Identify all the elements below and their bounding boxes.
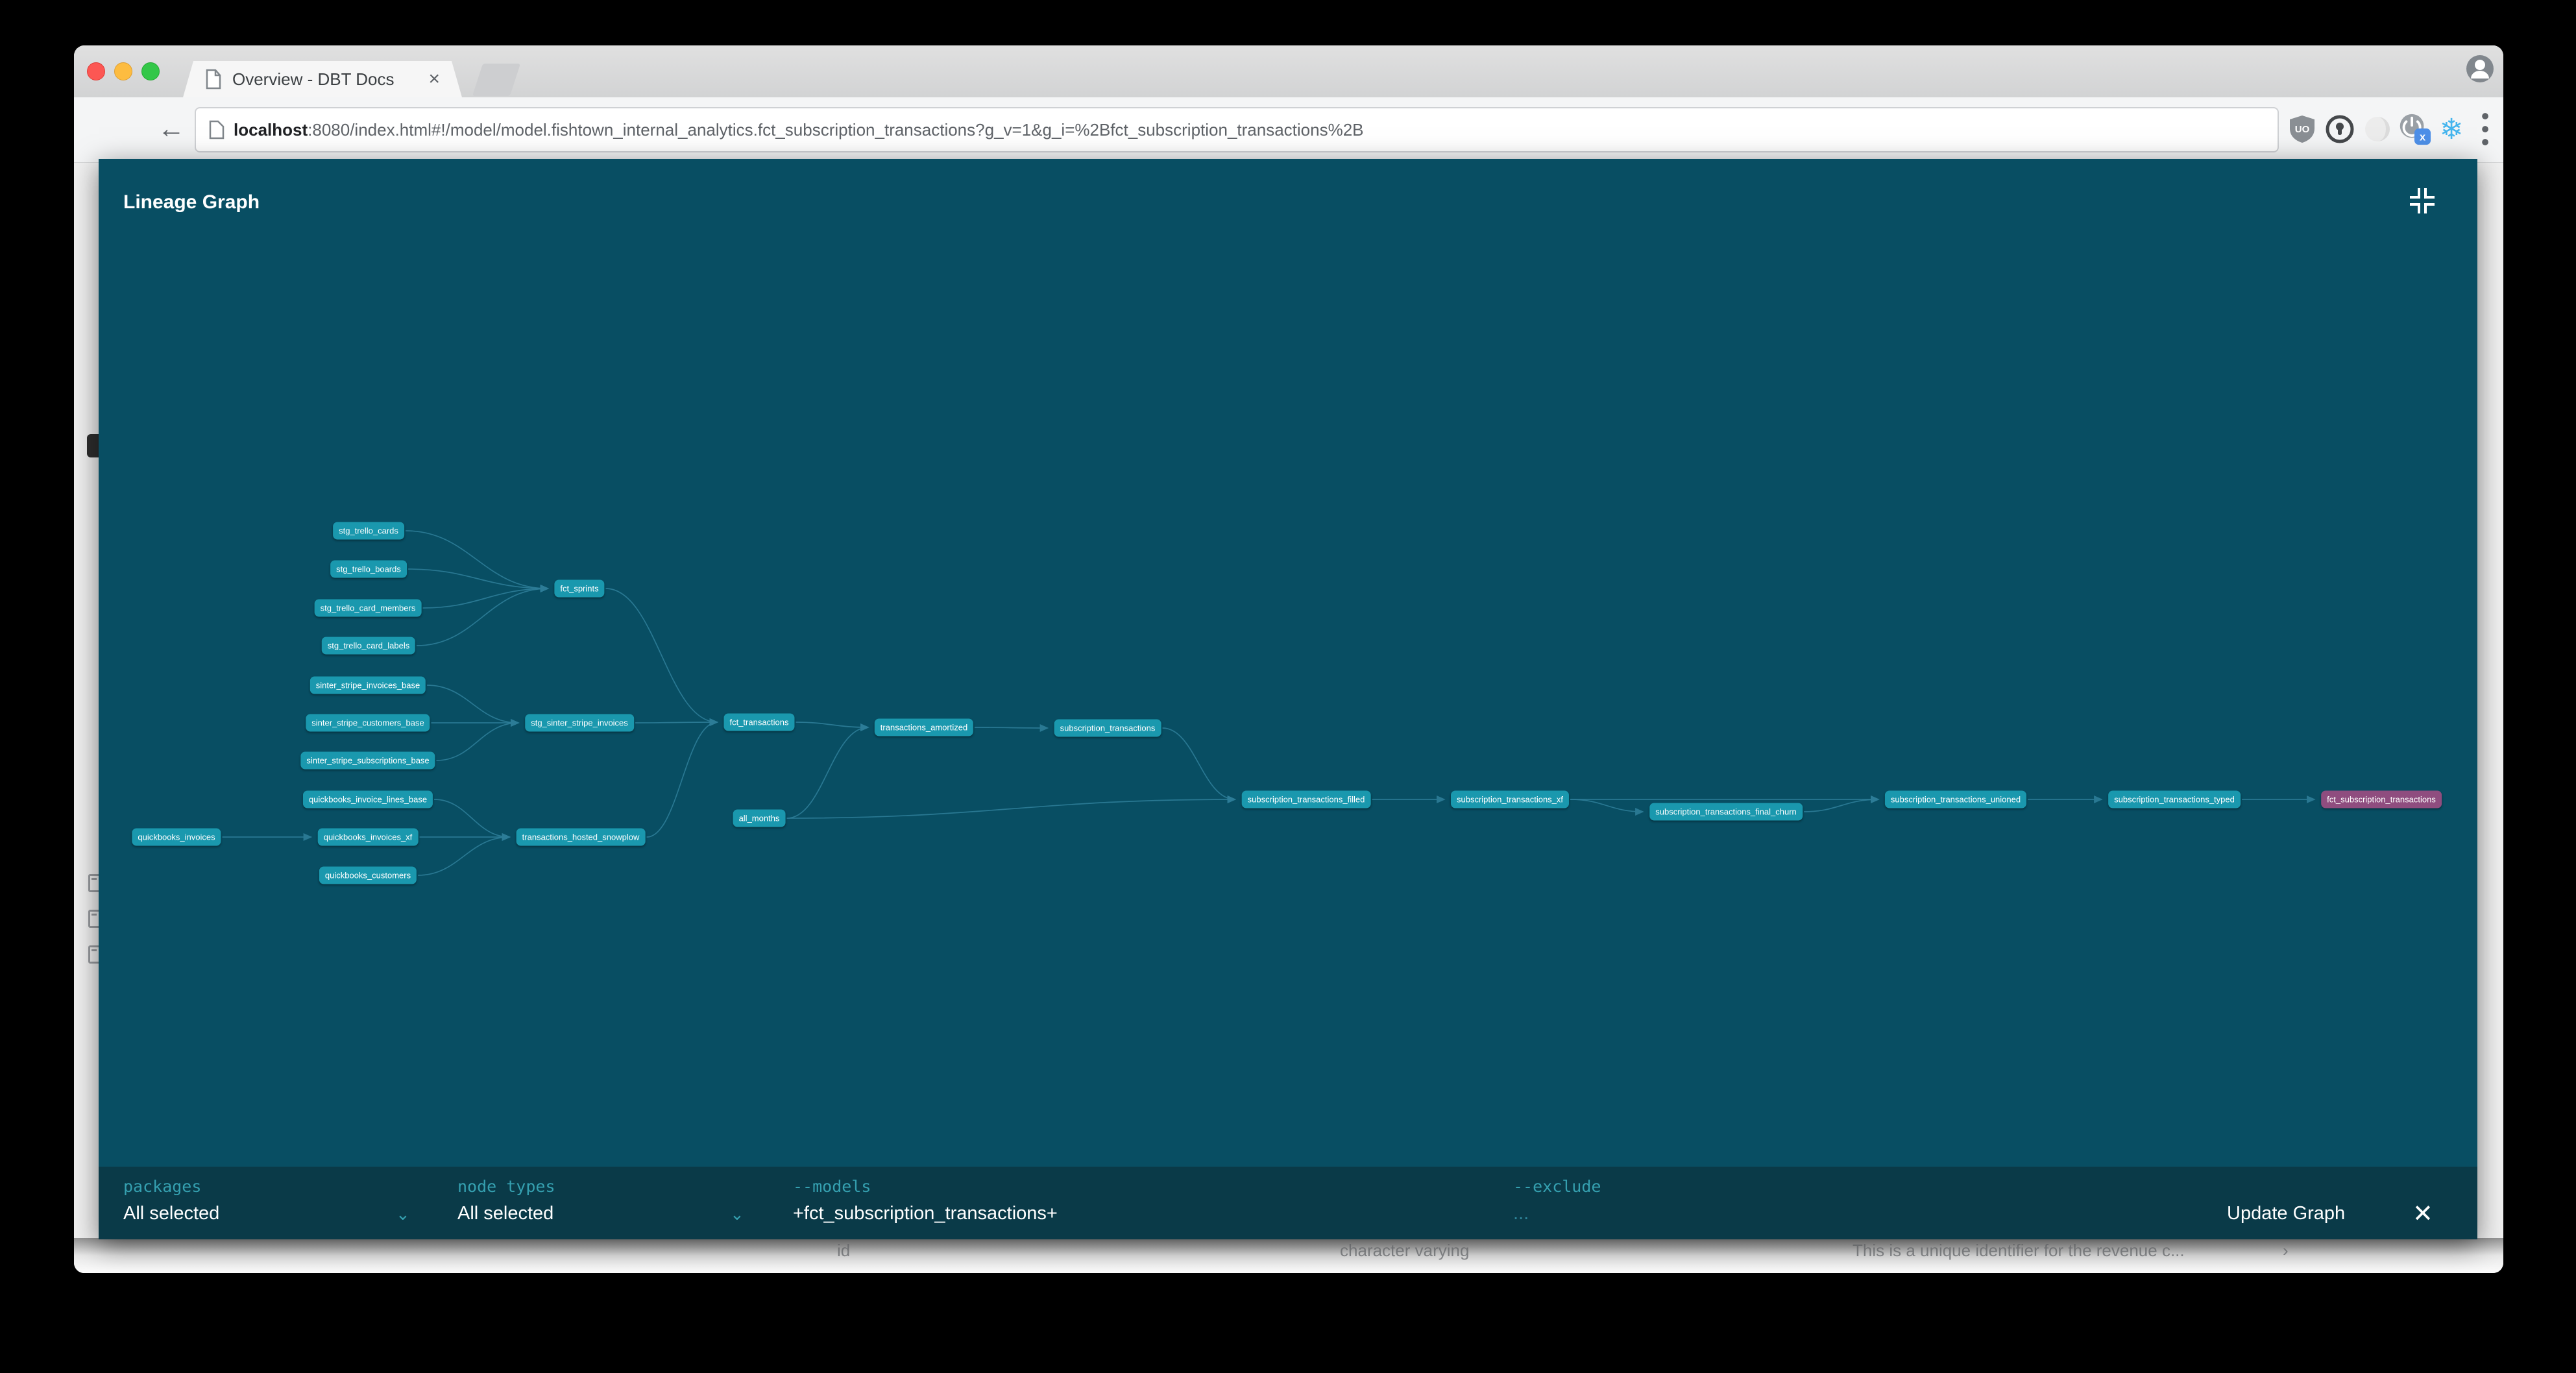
profile-avatar-icon[interactable] (2466, 55, 2494, 83)
browser-menu-icon[interactable]: • • • (2481, 103, 2490, 155)
collapse-graph-icon[interactable] (2407, 186, 2437, 216)
graph-node-sinter_stripe_subscriptions_base[interactable]: sinter_stripe_subscriptions_base (300, 751, 435, 770)
window-controls (87, 62, 160, 80)
graph-node-stg_trello_boards[interactable]: stg_trello_boards (330, 560, 407, 578)
page-favicon-icon (205, 69, 222, 90)
graph-node-quickbooks_invoices[interactable]: quickbooks_invoices (132, 828, 221, 846)
graph-node-fct_sprints[interactable]: fct_sprints (554, 579, 605, 598)
column-type-cell: character varying (1340, 1241, 1470, 1260)
onepassword-extension-icon[interactable] (2322, 109, 2358, 149)
graph-filter-toolbar: packages All selected ⌄ node types All s… (99, 1167, 2477, 1239)
zoom-button[interactable] (141, 62, 160, 80)
graph-node-quickbooks_invoice_lines_base[interactable]: quickbooks_invoice_lines_base (302, 790, 433, 808)
new-tab-button[interactable] (472, 64, 521, 96)
graph-node-sinter_stripe_invoices_base[interactable]: sinter_stripe_invoices_base (310, 676, 426, 694)
address-bar[interactable]: localhost:8080/index.html#!/model/model.… (195, 107, 2279, 152)
graph-node-stg_trello_card_members[interactable]: stg_trello_card_members (314, 599, 422, 617)
graph-canvas[interactable]: stg_trello_cards stg_trello_boards stg_tre… (99, 159, 2477, 1239)
node-types-dropdown[interactable]: All selected (457, 1203, 554, 1224)
snowflake-extension-icon[interactable]: ❄ (2439, 113, 2464, 145)
graph-node-subscription_transactions_typed[interactable]: subscription_transactions_typed (2108, 790, 2241, 808)
filter-models: --models +fct_subscription_transactions+ (793, 1167, 1442, 1239)
column-description-cell: This is a unique identifier for the reve… (1853, 1241, 2185, 1260)
page-shadow-strip (74, 1238, 2503, 1273)
back-icon[interactable]: ← (158, 113, 185, 143)
filter-label: --exclude (1513, 1177, 1601, 1196)
close-button[interactable] (87, 62, 105, 80)
url-path: :8080/index.html#!/model/model.fishtown_… (308, 119, 1364, 140)
graph-node-quickbooks_customers[interactable]: quickbooks_customers (319, 866, 417, 884)
graph-node-fct_subscription_transactions[interactable]: fct_subscription_transactions (2321, 790, 2442, 808)
ublock-extension-icon[interactable]: UO (2284, 109, 2320, 149)
power-extension-icon[interactable]: x (2396, 109, 2432, 149)
url-text: localhost:8080/index.html#!/model/model.… (234, 120, 1364, 140)
url-host: localhost (234, 119, 308, 140)
graph-node-subscription_transactions_final_churn[interactable]: subscription_transactions_final_churn (1649, 803, 1803, 821)
chevron-down-icon[interactable]: ⌄ (730, 1204, 744, 1224)
filter-label: node types (457, 1177, 555, 1196)
titlebar: Overview - DBT Docs × (74, 45, 2503, 97)
graph-node-fct_transactions[interactable]: fct_transactions (723, 713, 795, 731)
svg-text:x: x (2420, 131, 2425, 143)
row-expand-chevron-icon[interactable]: › (2283, 1241, 2289, 1260)
graph-node-subscription_transactions_xf[interactable]: subscription_transactions_xf (1450, 790, 1570, 808)
browser-tab[interactable]: Overview - DBT Docs × (183, 61, 462, 97)
page-icon (209, 120, 225, 140)
column-name-cell: id (837, 1241, 851, 1260)
filter-node-types: node types All selected ⌄ (457, 1167, 756, 1239)
filter-exclude: --exclude ... (1513, 1167, 1967, 1239)
exclude-input[interactable]: ... (1513, 1203, 1529, 1224)
chevron-down-icon[interactable]: ⌄ (396, 1204, 410, 1224)
graph-node-stg_sinter_stripe_invoices[interactable]: stg_sinter_stripe_invoices (525, 714, 634, 732)
browser-window: Overview - DBT Docs × ← → ⟳ localh (74, 45, 2503, 1273)
disabled-extension-icon[interactable] (2359, 109, 2396, 149)
svg-text:UO: UO (2295, 124, 2310, 135)
lineage-graph-modal: Lineage Graph stg_trello_cards stg_trello… (99, 159, 2477, 1239)
minimize-button[interactable] (114, 62, 132, 80)
update-graph-button[interactable]: Update Graph (2227, 1203, 2346, 1224)
modal-title: Lineage Graph (123, 191, 260, 213)
close-modal-icon[interactable]: ✕ (2412, 1200, 2433, 1228)
graph-node-transactions_amortized[interactable]: transactions_amortized (874, 718, 974, 736)
graph-node-transactions_hosted_snowplow[interactable]: transactions_hosted_snowplow (516, 828, 646, 846)
browser-toolbar: ← → ⟳ localhost:8080/index.html#!/model/… (74, 97, 2503, 163)
graph-node-subscription_transactions[interactable]: subscription_transactions (1054, 719, 1161, 737)
models-input[interactable]: +fct_subscription_transactions+ (793, 1203, 1058, 1224)
graph-node-stg_trello_card_labels[interactable]: stg_trello_card_labels (321, 637, 416, 655)
graph-node-subscription_transactions_unioned[interactable]: subscription_transactions_unioned (1884, 790, 2027, 808)
graph-node-all_months[interactable]: all_months (733, 809, 786, 827)
filter-label: --models (793, 1177, 871, 1196)
filter-packages: packages All selected ⌄ (123, 1167, 422, 1239)
filter-label: packages (123, 1177, 202, 1196)
tab-close-icon[interactable]: × (428, 68, 440, 90)
graph-node-subscription_transactions_filled[interactable]: subscription_transactions_filled (1241, 790, 1371, 808)
packages-dropdown[interactable]: All selected (123, 1203, 220, 1224)
tab-title: Overview - DBT Docs (232, 69, 395, 89)
graph-node-sinter_stripe_customers_base[interactable]: sinter_stripe_customers_base (306, 714, 430, 732)
graph-node-quickbooks_invoices_xf[interactable]: quickbooks_invoices_xf (317, 828, 419, 846)
graph-node-stg_trello_cards[interactable]: stg_trello_cards (333, 522, 404, 540)
